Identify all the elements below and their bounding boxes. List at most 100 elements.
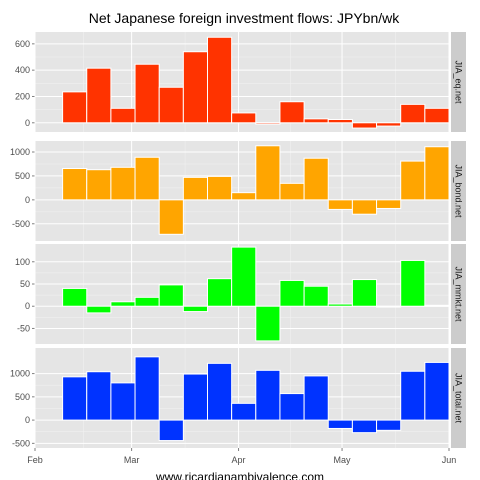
bar	[207, 175, 233, 201]
bar	[255, 305, 281, 342]
bar	[424, 107, 450, 124]
bar	[255, 122, 281, 125]
y-tick-label: -500	[12, 219, 30, 229]
panel-JIA_total.net: -500 0 500 1000 JIA_total.net	[10, 348, 466, 448]
bar	[182, 373, 209, 421]
y-tick-label: -50	[17, 323, 30, 333]
bar	[182, 51, 209, 124]
bar	[134, 296, 160, 307]
bar	[400, 103, 426, 124]
x-axis: Feb Mar Apr May Jun	[27, 448, 456, 465]
x-tick-label: May	[334, 455, 352, 465]
bar	[327, 119, 353, 124]
facet-strip	[451, 244, 466, 344]
bar	[279, 101, 305, 124]
bar	[376, 419, 402, 431]
y-tick-label: 0	[25, 195, 30, 205]
bar	[62, 287, 88, 307]
y-tick-label: 600	[15, 39, 30, 49]
facet-strip	[451, 32, 466, 132]
bar	[86, 169, 112, 201]
bar	[158, 419, 184, 442]
bar	[182, 305, 209, 313]
bar	[62, 91, 88, 124]
bar	[134, 63, 160, 124]
bar	[134, 356, 160, 421]
chart-title: Net Japanese foreign investment flows: J…	[89, 10, 400, 26]
bar	[86, 371, 112, 421]
y-tick-label: 200	[15, 91, 30, 101]
facet-strip	[451, 141, 466, 241]
bar	[351, 122, 378, 129]
bar	[207, 362, 233, 421]
bar	[182, 176, 209, 201]
bar	[158, 284, 184, 307]
y-tick-label: 400	[15, 65, 30, 75]
bar	[376, 199, 402, 209]
bar	[351, 419, 378, 434]
bar	[231, 402, 257, 421]
bar	[279, 393, 305, 421]
bar	[424, 146, 450, 201]
bar	[207, 278, 233, 307]
bar	[110, 382, 136, 421]
bar	[62, 168, 88, 201]
bar	[376, 305, 402, 308]
facet-strip-label: JIA_mmkt.net	[454, 266, 464, 322]
bar	[400, 370, 426, 421]
bar	[376, 122, 402, 127]
y-tick-label: 1000	[10, 147, 30, 157]
y-tick-label: 0	[25, 118, 30, 128]
bar	[255, 369, 281, 421]
bar	[110, 166, 136, 201]
y-tick-label: 100	[15, 257, 30, 267]
y-tick-label: 50	[20, 279, 30, 289]
bar	[327, 199, 353, 210]
bar	[231, 112, 257, 124]
bar	[327, 419, 353, 429]
bar	[303, 157, 329, 201]
bar	[303, 118, 329, 124]
bar	[62, 376, 88, 421]
y-tick-label: -500	[12, 438, 30, 448]
y-tick-label: 500	[15, 392, 30, 402]
bar	[207, 36, 233, 124]
bar	[110, 301, 136, 307]
bar	[351, 199, 378, 215]
bar	[86, 305, 112, 314]
facet-strip-label: JIA_eq.net	[454, 60, 464, 104]
bar	[158, 86, 184, 124]
bar	[255, 145, 281, 201]
y-tick-label: 0	[25, 415, 30, 425]
bar	[231, 246, 257, 307]
x-tick-label: Apr	[232, 455, 246, 465]
bar	[86, 67, 112, 124]
bar	[231, 192, 257, 201]
facet-strip-label: JIA_bond.net	[454, 164, 464, 218]
bar	[424, 361, 450, 421]
y-tick-label: 0	[25, 301, 30, 311]
bar	[303, 285, 329, 307]
bar	[400, 259, 426, 307]
panel-JIA_bond.net: -500 0 500 1000 JIA_bond.net	[10, 141, 466, 241]
bar	[158, 199, 184, 235]
y-tick-label: 1000	[10, 369, 30, 379]
panel-JIA_eq.net: 0 200 400 600 JIA_eq.net	[15, 32, 466, 132]
bar	[279, 182, 305, 201]
y-tick-label: 500	[15, 171, 30, 181]
bar	[327, 303, 353, 307]
panels-layer: 0200400600JIA_eq.net-50005001000JIA_bond…	[10, 32, 466, 448]
bar	[110, 107, 136, 124]
bar	[351, 279, 378, 307]
bar	[424, 304, 450, 307]
x-tick-label: Feb	[27, 455, 43, 465]
bar	[303, 375, 329, 421]
panel-JIA_mmkt.net: -50 0 50 100 JIA_mmkt.net	[15, 244, 466, 344]
bar	[400, 160, 426, 201]
footer-url: www.ricardianambivalence.com	[155, 470, 324, 480]
facet-strip-label: JIA_total.net	[454, 373, 464, 424]
x-tick-label: Mar	[124, 455, 140, 465]
facet-strip	[451, 348, 466, 448]
bar	[279, 279, 305, 307]
